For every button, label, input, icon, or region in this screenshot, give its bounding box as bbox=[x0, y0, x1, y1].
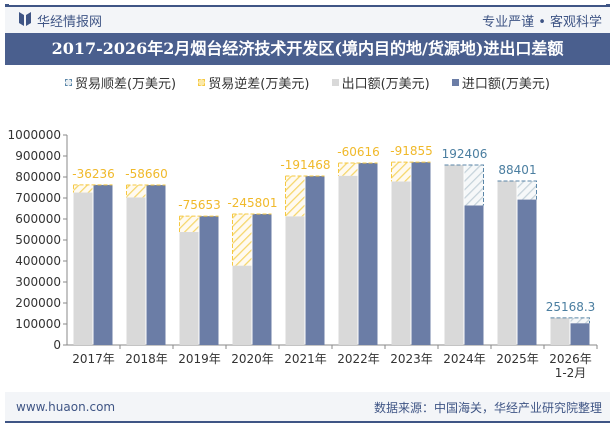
surplus-hatch bbox=[464, 165, 484, 206]
balance-label: -191468 bbox=[280, 158, 330, 172]
export-bar bbox=[285, 216, 305, 345]
balance-label: -91855 bbox=[390, 144, 433, 158]
export-bar bbox=[391, 181, 411, 345]
y-tick-label: 800000 bbox=[15, 170, 61, 184]
surplus-swatch bbox=[64, 79, 72, 86]
export-bar bbox=[126, 197, 146, 345]
chart-title: 2017-2026年2月烟台经济技术开发区(境内目的地/货源地)进出口差额 bbox=[5, 33, 610, 65]
deficit-hatch bbox=[179, 216, 199, 233]
x-tick-label: 2019年 bbox=[178, 352, 221, 366]
deficit-swatch bbox=[198, 79, 206, 86]
y-tick-label: 1000000 bbox=[8, 128, 61, 142]
x-tick-label: 1-2月 bbox=[555, 366, 587, 380]
import-bar bbox=[517, 199, 537, 345]
y-tick-label: 400000 bbox=[15, 254, 61, 268]
surplus-outline bbox=[497, 180, 537, 200]
x-tick-label: 2017年 bbox=[72, 352, 115, 366]
deficit-hatch bbox=[232, 214, 252, 266]
bottom-border bbox=[5, 421, 610, 423]
deficit-hatch bbox=[338, 163, 358, 176]
surplus-hatch bbox=[517, 180, 537, 200]
balance-label: -245801 bbox=[227, 196, 277, 210]
balance-label: -36236 bbox=[72, 167, 115, 181]
import-bar bbox=[305, 176, 325, 345]
x-tick-label: 2025年 bbox=[496, 352, 539, 366]
import-swatch bbox=[451, 79, 459, 86]
top-border bbox=[5, 4, 610, 8]
y-tick-label: 500000 bbox=[15, 233, 61, 247]
export-bar bbox=[550, 317, 570, 345]
export-bar bbox=[179, 232, 199, 345]
legend-label: 贸易顺差(万美元) bbox=[74, 77, 177, 92]
y-tick-label: 600000 bbox=[15, 212, 61, 226]
website-link[interactable]: www.huaon.com bbox=[16, 400, 116, 414]
import-bar bbox=[146, 185, 166, 345]
legend-import: 进口额(万美元) bbox=[451, 73, 551, 92]
x-tick-label: 2018年 bbox=[125, 352, 168, 366]
deficit-hatch bbox=[285, 176, 305, 217]
x-tick-label: 2023年 bbox=[390, 352, 433, 366]
legend: 贸易顺差(万美元) 贸易逆差(万美元) 出口额(万美元) 进口额(万美元) bbox=[0, 73, 615, 92]
x-tick-label: 2026年 bbox=[549, 352, 592, 366]
import-bar bbox=[252, 214, 272, 345]
balance-label: -58660 bbox=[125, 167, 168, 181]
footer: www.huaon.com 数据来源：中国海关，华经产业研究院整理 bbox=[5, 392, 610, 421]
export-bar bbox=[497, 180, 517, 345]
x-tick-label: 2020年 bbox=[231, 352, 274, 366]
import-bar bbox=[358, 163, 378, 345]
export-swatch bbox=[331, 79, 339, 86]
legend-export: 出口额(万美元) bbox=[331, 73, 430, 92]
legend-label: 贸易逆差(万美元) bbox=[208, 77, 310, 92]
deficit-hatch bbox=[391, 162, 411, 182]
data-source: 数据来源：中国海关，华经产业研究院整理 bbox=[373, 401, 602, 415]
import-bar bbox=[411, 162, 431, 345]
export-bar bbox=[444, 165, 464, 345]
x-tick-label: 2022年 bbox=[337, 352, 380, 366]
balance-label: -75653 bbox=[178, 198, 221, 212]
import-bar bbox=[464, 205, 484, 345]
export-bar bbox=[232, 265, 252, 345]
slogan: 专业严谨 • 客观科学 bbox=[482, 15, 602, 30]
surplus-outline bbox=[550, 317, 590, 324]
surplus-hatch bbox=[570, 317, 590, 324]
brand-name: 华经情报网 bbox=[37, 15, 103, 30]
y-tick-label: 700000 bbox=[15, 191, 61, 205]
balance-label: -60616 bbox=[337, 145, 380, 159]
legend-deficit: 贸易逆差(万美元) bbox=[198, 73, 309, 92]
y-tick-label: 300000 bbox=[15, 275, 61, 289]
import-bar bbox=[199, 216, 219, 345]
export-bar bbox=[338, 175, 358, 345]
legend-surplus: 贸易顺差(万美元) bbox=[64, 73, 177, 92]
y-tick-label: 100000 bbox=[15, 317, 61, 331]
legend-label: 进口额(万美元) bbox=[461, 77, 551, 92]
export-bar bbox=[73, 192, 93, 345]
balance-label: 192406 bbox=[442, 147, 488, 161]
import-bar bbox=[570, 323, 590, 345]
y-tick-label: 900000 bbox=[15, 149, 61, 163]
x-tick-label: 2021年 bbox=[284, 352, 327, 366]
y-tick-label: 200000 bbox=[15, 296, 61, 310]
import-bar bbox=[93, 184, 113, 345]
surplus-outline bbox=[444, 164, 484, 206]
deficit-hatch bbox=[126, 185, 146, 198]
legend-label: 出口额(万美元) bbox=[341, 77, 430, 92]
x-tick-label: 2024年 bbox=[443, 352, 486, 366]
deficit-hatch bbox=[73, 184, 93, 193]
balance-label: 88401 bbox=[498, 163, 536, 177]
logo-icon bbox=[19, 12, 31, 26]
header: 华经情报网 专业严谨 • 客观科学 bbox=[5, 7, 610, 33]
balance-label: 25168.3 bbox=[546, 300, 596, 314]
y-tick-label: 0 bbox=[53, 338, 61, 352]
